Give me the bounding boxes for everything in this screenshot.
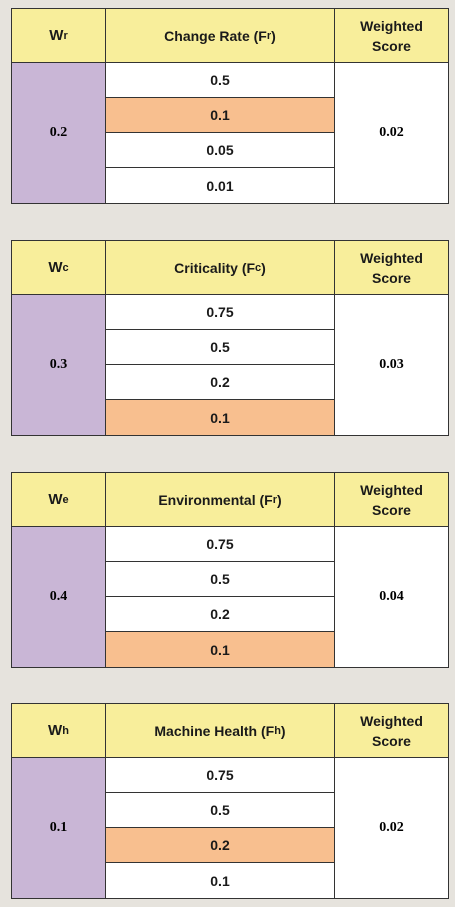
weighted-score-value: 0.03: [379, 357, 404, 372]
factor-header: Machine Health (F h): [106, 704, 335, 758]
weighted-score-header: Weighted Score: [335, 9, 448, 63]
factor-option[interactable]: 0.05: [106, 133, 335, 168]
factor-option[interactable]: 0.5: [106, 793, 335, 828]
factor-option[interactable]: 0.2: [106, 597, 335, 632]
factor-option[interactable]: 0.5: [106, 562, 335, 597]
factor-option-selected[interactable]: 0.1: [106, 632, 335, 667]
factor-option-selected[interactable]: 0.1: [106, 98, 335, 133]
factor-option[interactable]: 0.5: [106, 330, 335, 365]
factor-option[interactable]: 0.5: [106, 63, 335, 98]
weighted-score-value: 0.02: [379, 820, 404, 835]
weight-value: 0.1: [12, 758, 106, 898]
factor-option[interactable]: 0.75: [106, 758, 335, 793]
weight-value: 0.4: [12, 527, 106, 667]
weighted-score-value: 0.04: [379, 589, 404, 604]
factor-option[interactable]: 0.1: [106, 863, 335, 898]
weighted-score-header: Weighted Score: [335, 241, 448, 295]
weighted-score-value: 0.02: [379, 125, 404, 140]
weighted-score-header: Weighted Score: [335, 704, 448, 758]
factor-option[interactable]: 0.2: [106, 365, 335, 400]
factor-option[interactable]: 0.75: [106, 295, 335, 330]
factor-option[interactable]: 0.75: [106, 527, 335, 562]
weighted-score-header: Weighted Score: [335, 473, 448, 527]
factor-header: Change Rate (F r): [106, 9, 335, 63]
weight-value: 0.2: [12, 63, 106, 203]
factor-header: Environmental (F r): [106, 473, 335, 527]
factor-option-selected[interactable]: 0.1: [106, 400, 335, 435]
weight-value: 0.3: [12, 295, 106, 435]
factor-option[interactable]: 0.01: [106, 168, 335, 203]
factor-header: Criticality (F c): [106, 241, 335, 295]
factor-option-selected[interactable]: 0.2: [106, 828, 335, 863]
